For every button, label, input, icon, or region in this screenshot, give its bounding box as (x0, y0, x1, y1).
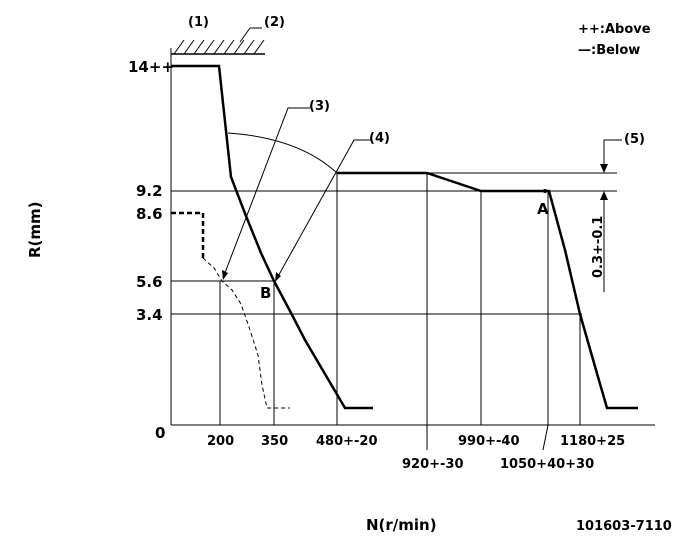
part-number: 101603-7110 (576, 519, 672, 534)
y-tick-5-6: 5.6 (136, 273, 163, 291)
arrowheads (222, 164, 608, 282)
x-tick-1180: 1180+25 (560, 434, 625, 449)
x-tick-990: 990+-40 (458, 434, 520, 449)
characteristic-curve-upper (337, 171, 545, 193)
legend-below: —:Below (578, 43, 640, 58)
callout-5: (5) (624, 132, 645, 147)
dashed-curve-segment (171, 211, 205, 258)
callout-3: (3) (309, 99, 330, 114)
x-tick-350: 350 (261, 434, 288, 449)
callout-2: (2) (264, 15, 285, 30)
stopper-hatch (171, 39, 265, 55)
dimension-label: 0.3+-0.1 (591, 216, 606, 278)
drop-lines (219, 173, 581, 451)
y-axis-label: R(mm) (26, 201, 44, 258)
y-tick-9-2: 9.2 (136, 182, 163, 200)
origin-label: 0 (155, 424, 165, 442)
x-tick-1050: 1050+40+30 (500, 457, 594, 472)
y-tick-3-4: 3.4 (136, 306, 163, 324)
characteristic-curve-main (171, 64, 373, 410)
y-tick-14: 14++ (128, 58, 174, 76)
callout-4: (4) (369, 131, 390, 146)
point-a-label: A (537, 200, 549, 218)
callout-1: (1) (188, 15, 209, 30)
characteristic-curve-cutoff (545, 189, 638, 410)
leaders (222, 27, 622, 292)
legend-above: ++:Above (578, 22, 651, 37)
y-tick-8-6: 8.6 (136, 205, 163, 223)
point-b-label: B (260, 284, 271, 302)
dashed-curve-tail (202, 257, 290, 409)
x-axis-label: N(r/min) (366, 516, 437, 534)
point-a-marker (543, 189, 547, 193)
governing-arc (227, 132, 339, 175)
x-tick-200: 200 (207, 434, 234, 449)
x-tick-920: 920+-30 (402, 457, 464, 472)
x-tick-480: 480+-20 (316, 434, 378, 449)
